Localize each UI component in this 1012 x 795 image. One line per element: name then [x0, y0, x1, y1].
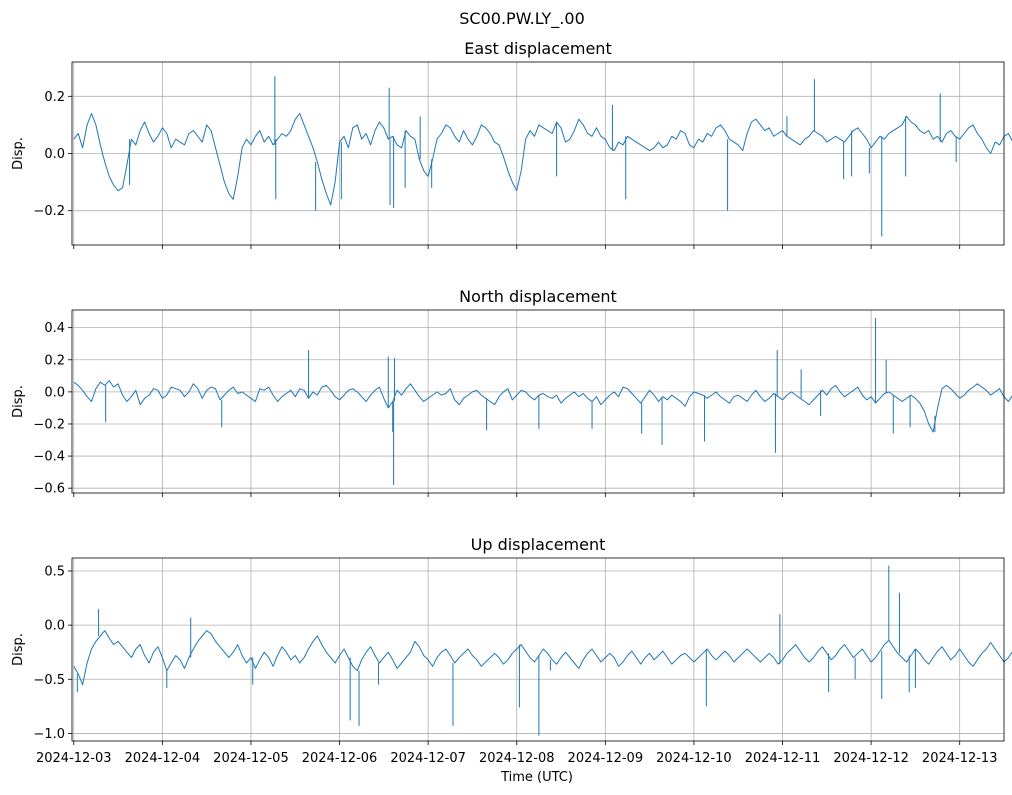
up-x-tick-label-8: 2024-12-11 — [745, 751, 821, 766]
up-x-tick-label-7: 2024-12-10 — [656, 751, 732, 766]
up-x-tick-label-9: 2024-12-12 — [833, 751, 909, 766]
figure-suptitle: SC00.PW.LY_.00 — [459, 9, 585, 29]
up-x-tick-label-0: 2024-12-03 — [36, 751, 112, 766]
up-x-tick-label-4: 2024-12-07 — [390, 751, 466, 766]
up-y-tick-label-2: 0.0 — [44, 619, 65, 634]
up-series-line — [73, 630, 1012, 686]
up-x-tick-label-10: 2024-12-13 — [922, 751, 998, 766]
north-y-axis-label: Disp. — [11, 385, 26, 418]
north-y-tick-label-0: −0.6 — [33, 482, 65, 497]
up-axes-frame — [71, 557, 1005, 742]
north-y-tick-label-3: 0.0 — [44, 385, 65, 400]
up-x-tick-label-5: 2024-12-08 — [479, 751, 555, 766]
up-x-tick-label-3: 2024-12-06 — [302, 751, 378, 766]
east-y-tick-label-0: −0.2 — [33, 204, 65, 219]
up-y-tick-label-3: 0.5 — [44, 564, 65, 579]
north-y-tick-label-5: 0.4 — [44, 321, 65, 336]
east-y-axis-label: Disp. — [11, 137, 26, 170]
east-y-tick-label-2: 0.2 — [44, 90, 65, 105]
up-y-tick-label-0: −1.0 — [33, 727, 65, 742]
subplot-up: 2024-12-03 2024-12-04 2024-12-05 2024-12-06… — [11, 535, 1012, 766]
north-y-tick-label-1: −0.4 — [33, 450, 65, 465]
up-y-axis-label: Disp. — [11, 633, 26, 666]
east-series-line — [73, 113, 1012, 206]
subplot-north: −0.6 −0.4 −0.2 0.0 0.2 0.4 North displacement D… — [11, 287, 1012, 497]
x-axis-label: Time (UTC) — [500, 770, 573, 785]
east-title: East displacement — [464, 39, 611, 58]
up-x-tick-label-2: 2024-12-05 — [213, 751, 289, 766]
east-y-tick-label-1: 0.0 — [44, 147, 65, 162]
up-title: Up displacement — [471, 535, 606, 554]
subplot-panels: −0.2 0.0 0.2 East displacement Disp. −0.6 −0.4… — [11, 39, 1012, 766]
up-y-tick-label-1: −0.5 — [33, 673, 65, 688]
north-y-tick-label-2: −0.2 — [33, 417, 65, 432]
north-y-tick-label-4: 0.2 — [44, 353, 65, 368]
up-x-tick-label-6: 2024-12-09 — [568, 751, 644, 766]
up-x-tick-label-1: 2024-12-04 — [125, 751, 201, 766]
north-axes-frame — [71, 309, 1005, 494]
north-title: North displacement — [459, 287, 617, 306]
subplot-east: −0.2 0.0 0.2 East displacement Disp. — [11, 39, 1012, 249]
north-series-line — [73, 380, 1012, 433]
